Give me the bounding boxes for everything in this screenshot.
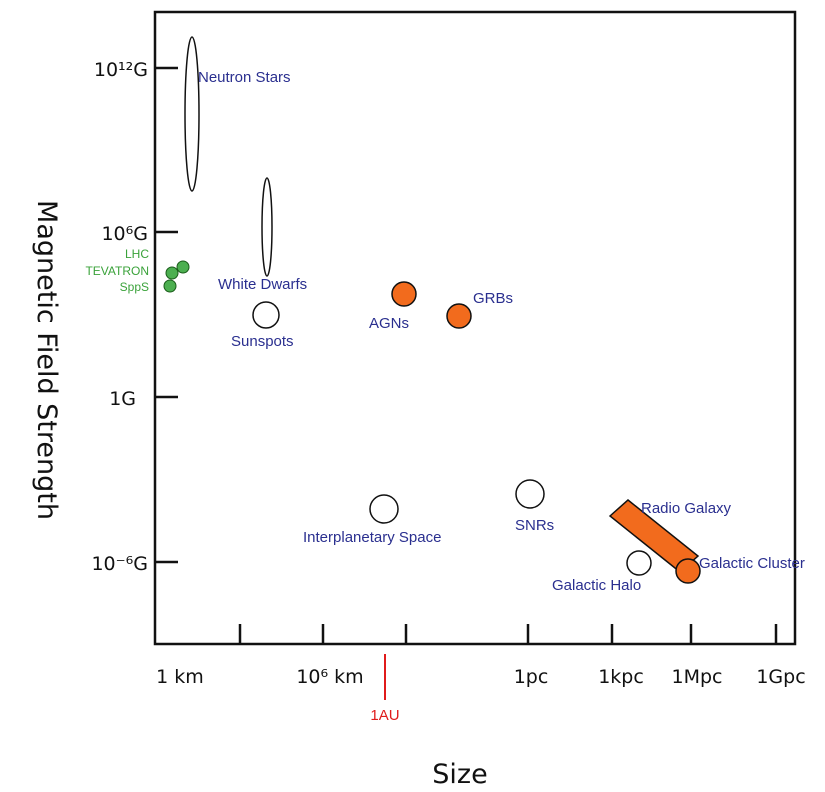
y-tick-label: 10⁶G xyxy=(101,223,148,245)
interplanetary-space-label: Interplanetary Space xyxy=(303,529,441,546)
au-marker-label: 1AU xyxy=(370,707,399,724)
y-axis-title: Magnetic Field Strength xyxy=(31,200,62,520)
accelerator-point-spps xyxy=(163,279,177,293)
x-tick-label: 1Mpc xyxy=(672,666,723,688)
agns-label: AGNs xyxy=(369,315,409,332)
grbs-circle xyxy=(446,303,472,329)
x-axis-title: Size xyxy=(432,759,487,790)
accelerator-label: LHC xyxy=(125,247,149,261)
white-dwarfs-ellipse xyxy=(261,177,273,277)
accelerator-point-lhc xyxy=(176,260,190,274)
accelerator-label: TEVATRON xyxy=(85,264,149,278)
sunspots-label: Sunspots xyxy=(231,333,294,350)
y-tick-label: 1G xyxy=(109,388,136,410)
galactic-halo-circle xyxy=(626,550,652,576)
x-tick-label: 1Gpc xyxy=(756,666,805,688)
interplanetary-space-circle xyxy=(369,494,399,524)
x-ticks xyxy=(238,624,778,644)
x-tick-label: 10⁶ km xyxy=(296,666,363,688)
agns-circle xyxy=(391,281,417,307)
galactic-halo-label: Galactic Halo xyxy=(552,577,641,594)
accelerator-label: SppS xyxy=(120,280,149,294)
sunspots-circle xyxy=(252,301,280,329)
accelerator-points xyxy=(163,260,190,293)
y-tick-label: 10⁻⁶G xyxy=(91,553,148,575)
snrs-circle xyxy=(515,479,545,509)
galactic-cluster-label: Galactic Cluster xyxy=(699,555,805,572)
x-tick-label: 1pc xyxy=(514,666,549,688)
accelerator-point-tevatron xyxy=(165,266,179,280)
galactic-cluster-circle xyxy=(675,558,701,584)
radio-galaxy-bar xyxy=(608,499,700,573)
x-tick-label: 1 km xyxy=(156,666,204,688)
x-tick-label: 1kpc xyxy=(598,666,644,688)
radio-galaxy-label: Radio Galaxy xyxy=(641,500,732,517)
neutron-stars-ellipse xyxy=(184,36,200,192)
plot-frame xyxy=(153,10,797,646)
snrs-label: SNRs xyxy=(515,517,554,534)
y-tick-label: 10¹²G xyxy=(94,59,148,81)
grbs-label: GRBs xyxy=(473,290,513,307)
neutron-stars-label: Neutron Stars xyxy=(198,69,291,86)
y-ticks xyxy=(155,66,178,564)
white-dwarfs-label: White Dwarfs xyxy=(218,276,307,293)
